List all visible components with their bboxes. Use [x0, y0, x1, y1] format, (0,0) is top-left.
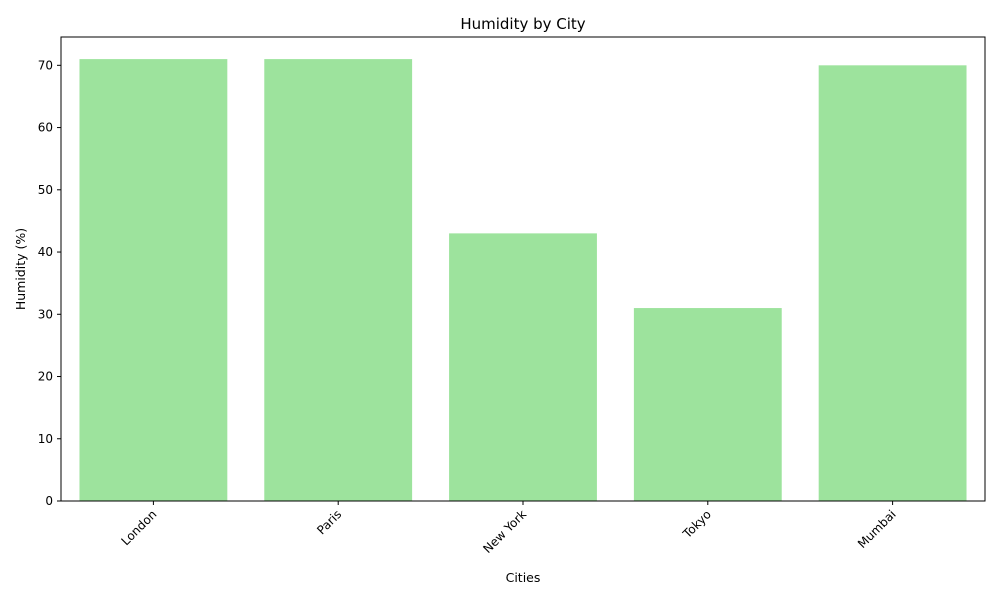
- y-tick-label: 60: [38, 121, 53, 135]
- y-tick-label: 20: [38, 370, 53, 384]
- x-tick-label: New York: [480, 507, 529, 556]
- x-axis-label: Cities: [506, 570, 541, 585]
- y-tick-label: 10: [38, 432, 53, 446]
- bars-group: [79, 59, 967, 502]
- y-tick-label: 40: [38, 245, 53, 259]
- y-tick-label: 70: [38, 58, 53, 72]
- bar-new-york: [449, 233, 597, 501]
- x-tick-label: Paris: [314, 507, 344, 537]
- bar-tokyo: [633, 308, 782, 501]
- bar-london: [79, 59, 228, 501]
- y-axis-label: Humidity (%): [13, 228, 28, 310]
- y-axis-ticks: 0 10 20 30 40 50 60 70: [38, 58, 61, 508]
- y-tick-label: 50: [38, 183, 53, 197]
- x-tick-label: Tokyo: [680, 507, 714, 541]
- x-axis-ticks: London Paris New York Tokyo Mumbai: [119, 501, 899, 556]
- x-tick-label: London: [119, 507, 160, 548]
- x-tick-label: Mumbai: [855, 507, 899, 551]
- chart-title: Humidity by City: [460, 15, 585, 33]
- y-tick-label: 30: [38, 307, 53, 321]
- y-tick-label: 0: [45, 494, 53, 508]
- bar-mumbai: [818, 65, 967, 502]
- bar-paris: [264, 59, 413, 501]
- axes-frame: [60, 36, 986, 502]
